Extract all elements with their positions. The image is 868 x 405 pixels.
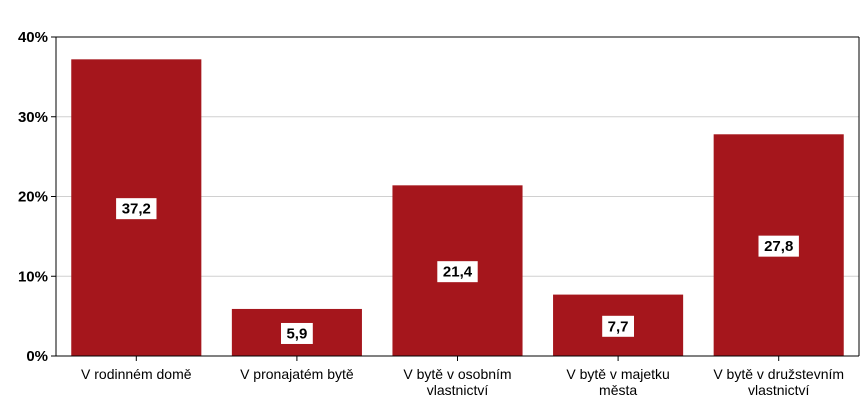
data-labels: 37,2 5,9 21,4 7,7 27,8 <box>116 198 799 344</box>
y-tick-labels: 0% 10% 20% 30% 40% <box>18 29 48 365</box>
axes <box>51 36 860 361</box>
data-label: 5,9 <box>286 325 307 342</box>
bars <box>71 59 844 357</box>
y-tick-label: 30% <box>18 109 48 126</box>
y-tick-label: 10% <box>18 268 48 285</box>
data-label: 7,7 <box>608 318 629 335</box>
data-label-box <box>602 315 634 337</box>
data-label-box <box>281 322 313 344</box>
x-tick-label: V bytě v majetku <box>566 366 670 382</box>
y-tick-label: 0% <box>26 348 48 365</box>
x-tick-label: V bytě v osobním <box>403 366 511 382</box>
data-label: 27,8 <box>764 238 793 255</box>
x-tick-label: V pronajatém bytě <box>240 366 354 382</box>
y-tick-label: 40% <box>18 29 48 46</box>
x-tick-label: V rodinném domě <box>81 366 192 382</box>
x-tick-label: vlastnictví <box>427 382 489 398</box>
data-label-box <box>437 261 478 283</box>
x-tick-label: města <box>599 382 637 398</box>
data-label: 37,2 <box>122 201 151 218</box>
data-label: 21,4 <box>443 264 473 281</box>
y-tick-label: 20% <box>18 189 48 206</box>
x-tick-label: V bytě v družstevním <box>713 366 844 382</box>
x-tick-label: vlastnictví <box>748 382 810 398</box>
data-label-box <box>758 235 799 257</box>
data-label-box <box>116 198 157 220</box>
x-tick-labels: V rodinném domě V pronajatém bytě V bytě v… <box>81 366 844 398</box>
